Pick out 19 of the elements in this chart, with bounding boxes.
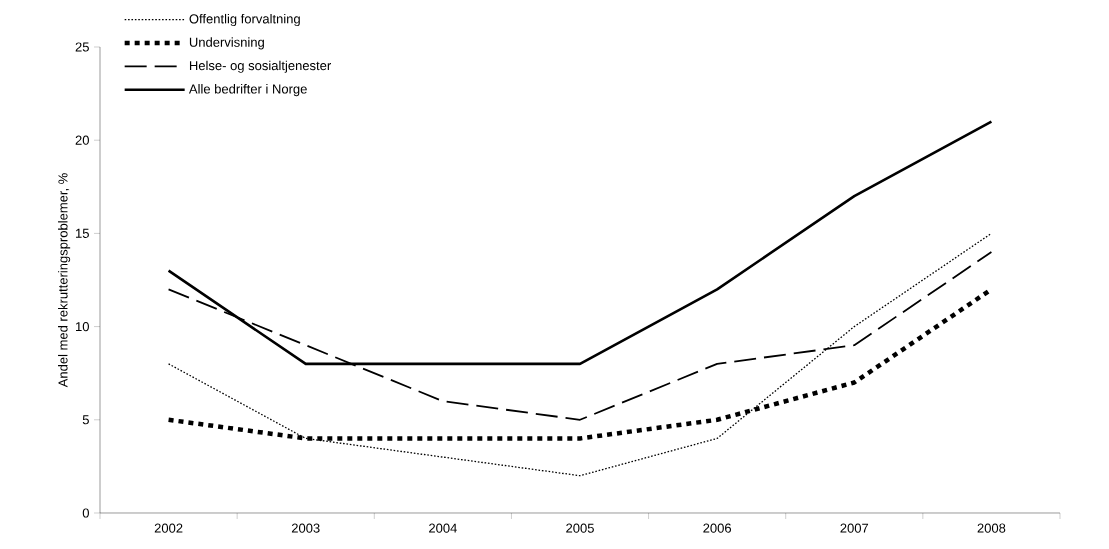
y-tick-label: 5: [82, 415, 89, 425]
y-tick-label: 25: [75, 42, 89, 52]
x-tick-label: 2007: [840, 523, 869, 533]
y-tick-label: 15: [76, 228, 89, 238]
y-axis-title: Andel med rekrutteringsproblemer, %: [58, 173, 71, 388]
x-tick-label: 2003: [291, 523, 320, 533]
x-tick-label: 2005: [566, 523, 594, 533]
legend-label: Undervisning: [189, 37, 264, 50]
x-tick-label: 2006: [703, 523, 732, 533]
x-tick-label: 2008: [977, 523, 1006, 533]
line-series: [167, 232, 993, 477]
y-tick-label: 0: [82, 508, 89, 518]
x-tick-label: 2002: [154, 523, 183, 533]
legend-label: Alle bedrifter i Norge: [188, 84, 307, 97]
y-tick-label: 20: [75, 135, 89, 145]
legend-label: Offentlig forvaltning: [189, 13, 300, 27]
legend-label: Helse- og sosialtjenester: [189, 60, 331, 73]
y-tick-label: 10: [76, 321, 89, 332]
x-tick-label: 2004: [429, 523, 457, 533]
